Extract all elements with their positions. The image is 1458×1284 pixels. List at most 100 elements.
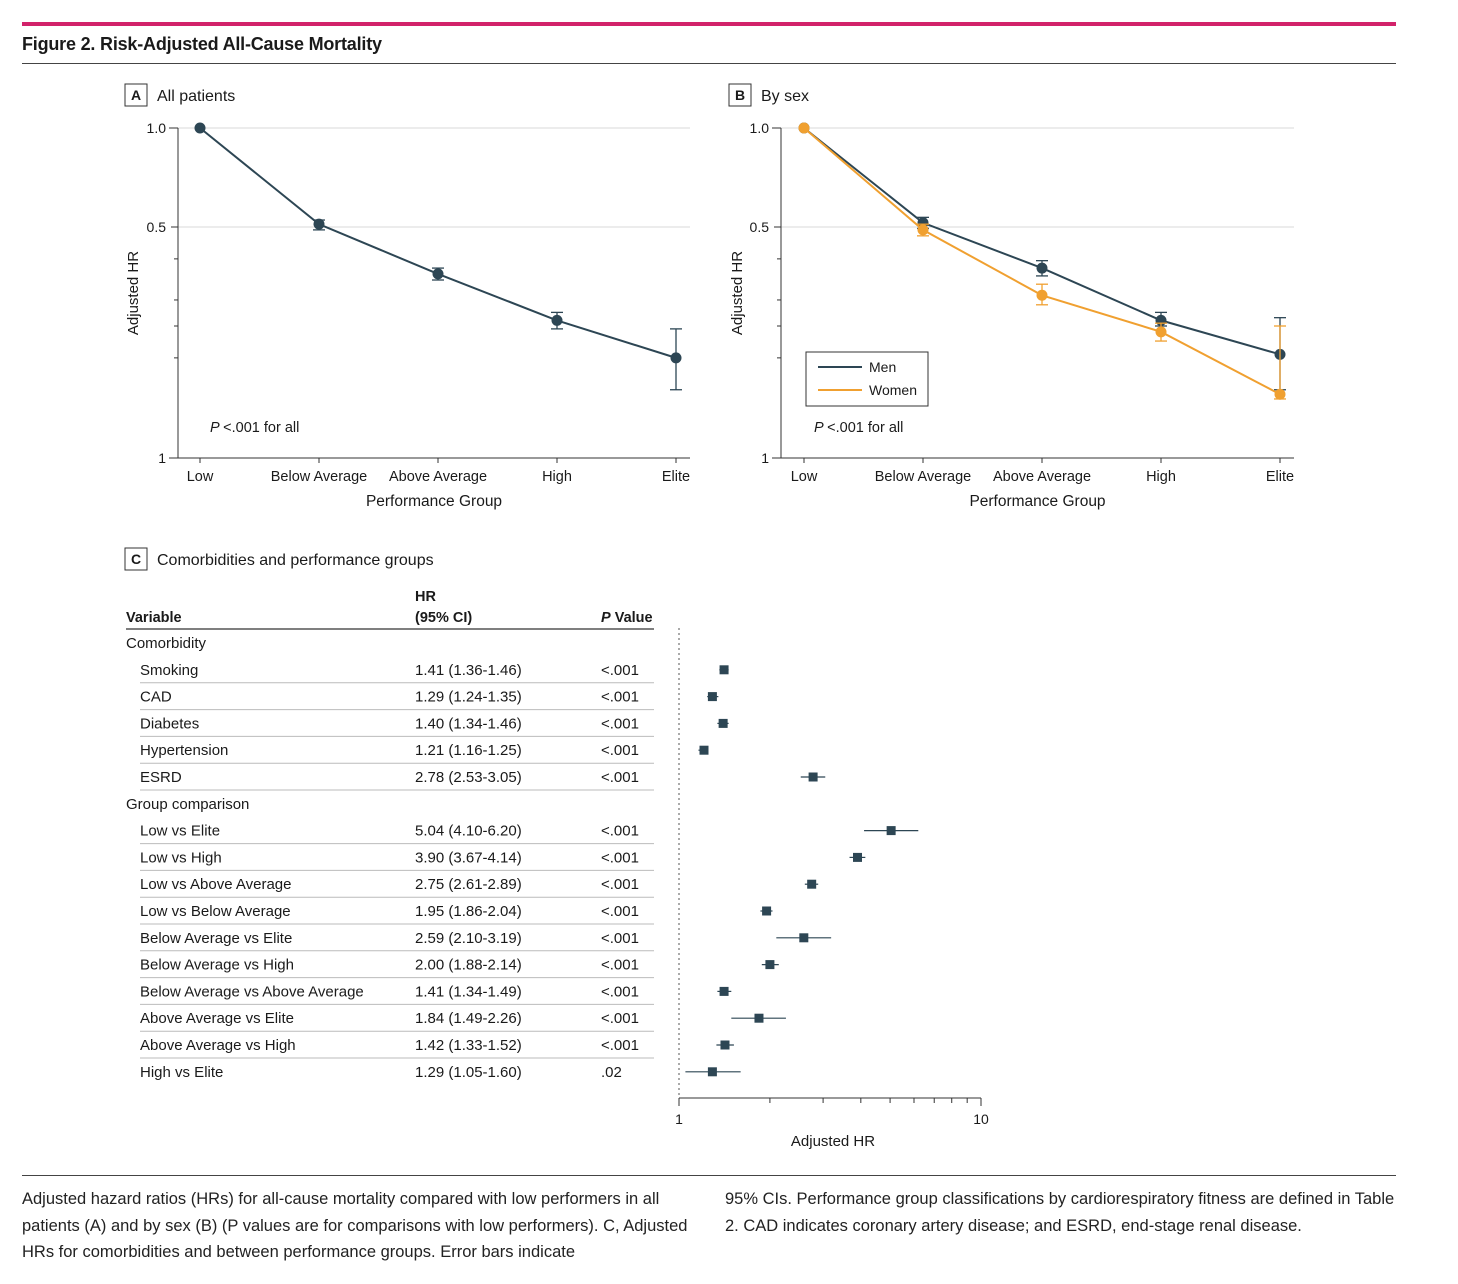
panel-c-row-p: <.001 <box>601 769 639 786</box>
panel-c-hr-marker <box>754 1013 764 1023</box>
accent-bar <box>22 22 1396 26</box>
panel-c-row-hr: 1.84 (1.49-2.26) <box>415 1010 522 1027</box>
panel-c-row-hr: 1.29 (1.05-1.60) <box>415 1064 522 1081</box>
panel-c-row-name: Low vs Above Average <box>140 876 292 893</box>
panel-c-row-p: <.001 <box>601 849 639 866</box>
panel-c-row-name: High vs Elite <box>140 1064 223 1081</box>
panel-c-row-p: <.001 <box>601 1010 639 1027</box>
panel-a-point-series <box>670 352 682 364</box>
panel-a-label-box <box>124 83 148 107</box>
panel-c-hr-marker <box>719 665 729 675</box>
panel-c-row-name: Low vs Below Average <box>140 903 291 920</box>
panel-c-row-name: Above Average vs High <box>140 1037 296 1054</box>
title-divider <box>22 63 1396 64</box>
panel-b-legend-box <box>805 351 929 407</box>
panel-c-row-hr: 2.78 (2.53-3.05) <box>415 769 522 786</box>
panel-a-x-tick-label: High <box>542 469 572 485</box>
panel-c-hr-marker <box>765 960 775 970</box>
panel-c-row-p: .02 <box>601 1064 622 1081</box>
panel-c-row-p: <.001 <box>601 742 639 759</box>
panel-c-row-p: <.001 <box>601 662 639 679</box>
panel-a-x-tick-label: Low <box>187 469 214 485</box>
panel-c-row-hr: 1.41 (1.34-1.49) <box>415 983 522 1000</box>
panel-c-hr-marker <box>799 933 809 943</box>
panel-c-hr-marker <box>762 906 772 916</box>
panel-b-point-women <box>1274 388 1286 400</box>
panel-b-title: By sex <box>761 88 809 105</box>
panel-c-row-hr: 2.00 (1.88-2.14) <box>415 957 522 974</box>
panel-b-x-tick-label: Above Average <box>993 469 1091 485</box>
panel-b-point-women <box>1155 326 1167 338</box>
panel-a-x-axis-title: Performance Group <box>366 493 502 510</box>
panel-c-x-tick-label: 10 <box>973 1111 989 1127</box>
panel-b-letter: B <box>735 87 745 103</box>
panel-c-row-p: <.001 <box>601 876 639 893</box>
panel-b-point-men <box>1036 262 1048 274</box>
panel-b-y-tick-label: 1 <box>761 450 769 466</box>
panel-c-row-hr: 2.59 (2.10-3.19) <box>415 930 522 947</box>
panel-c-hr-marker <box>886 826 896 836</box>
panel-c-forest: 1 10 Adjusted HR <box>675 628 989 1150</box>
panel-c-x-axis-title: Adjusted HR <box>791 1133 875 1150</box>
panel-a-point-series <box>551 314 563 326</box>
panel-c-hr-marker <box>808 772 818 782</box>
panel-c-row-hr: 1.95 (1.86-2.04) <box>415 903 522 920</box>
panel-c-row-name: Low vs Elite <box>140 823 220 840</box>
panel-b-point-women <box>1036 289 1048 301</box>
figure-title: Figure 2. Risk-Adjusted All-Cause Mortal… <box>22 34 382 54</box>
panel-c-hr-marker <box>807 879 817 889</box>
panel-b-point-women <box>798 122 810 134</box>
panel-b-point-women <box>917 224 929 236</box>
panel-b-x-tick-label: Elite <box>1266 469 1294 485</box>
panel-c-header-hr: HR <box>415 589 436 605</box>
panel-c-row-p: <.001 <box>601 715 639 732</box>
panel-a-point-series <box>313 218 325 230</box>
panel-c-header-variable: Variable <box>126 610 182 626</box>
panel-a-y-tick-label: 0.5 <box>147 219 167 235</box>
panel-b-x-tick-label: Low <box>791 469 818 485</box>
panel-b-x-tick-label: Below Average <box>875 469 971 485</box>
panel-c-header-pvalue: P Value <box>601 610 653 626</box>
panel-c-row-name: Below Average vs Above Average <box>140 983 364 1000</box>
panel-a-x-tick-label: Above Average <box>389 469 487 485</box>
panel-c-hr-marker <box>853 852 863 862</box>
panel-c-row-name: Above Average vs Elite <box>140 1010 294 1027</box>
panel-c-row-name: Below Average vs Elite <box>140 930 292 947</box>
panel-c-title: Comorbidities and performance groups <box>157 552 434 569</box>
panel-c-row-hr: 1.41 (1.36-1.46) <box>415 662 522 679</box>
panel-b-y-tick-label: 1.0 <box>750 120 770 136</box>
panel-c-hr-marker <box>719 986 729 996</box>
panel-c-row-name: Smoking <box>140 662 198 679</box>
panel-c-row-p: <.001 <box>601 823 639 840</box>
panel-c-row-hr: 1.21 (1.16-1.25) <box>415 742 522 759</box>
panel-b-x-axis-title: Performance Group <box>969 493 1105 510</box>
panel-c-hr-marker <box>718 718 728 728</box>
panel-c-row-name: Diabetes <box>140 715 199 732</box>
panel-c-hr-marker <box>720 1040 730 1050</box>
panel-c-row-p: <.001 <box>601 930 639 947</box>
panel-c-group-label: Group comparison <box>126 796 249 813</box>
panel-a-plot: 1.0 0.5 1 Low Below Average Above Average High… <box>125 120 690 510</box>
panel-a-point-series <box>194 122 206 134</box>
panel-b-line-men <box>803 127 1281 356</box>
panel-c-row-hr: 3.90 (3.67-4.14) <box>415 849 522 866</box>
panel-c-row-p: <.001 <box>601 1037 639 1054</box>
panel-c-row-hr: 2.75 (2.61-2.89) <box>415 876 522 893</box>
panel-c-row-hr: 1.42 (1.33-1.52) <box>415 1037 522 1054</box>
panel-c-header-ci: (95% CI) <box>415 610 472 626</box>
panel-b-legend-label: Men <box>869 359 896 375</box>
panel-b-legend-label: Women <box>869 382 917 398</box>
panel-b-label-box <box>728 83 752 107</box>
panel-b-y-axis-title: Adjusted HR <box>729 251 746 335</box>
caption-left: Adjusted hazard ratios (HRs) for all-cau… <box>22 1190 688 1261</box>
panel-c-group-label: Comorbidity <box>126 635 207 652</box>
panel-c-row-hr: 1.29 (1.24-1.35) <box>415 689 522 706</box>
panel-c-row-name: Low vs High <box>140 849 222 866</box>
panel-b-y-tick-label: 0.5 <box>750 219 770 235</box>
panel-a-x-tick-label: Below Average <box>271 469 367 485</box>
panel-a-y-tick-label: 1.0 <box>147 120 167 136</box>
panel-c-row-name: CAD <box>140 689 172 706</box>
panel-c-row-p: <.001 <box>601 689 639 706</box>
panel-c-table: HR Variable (95% CI) P Value Comorbidity Smok… <box>126 589 654 1081</box>
figure-charts: A All patients 1.0 0.5 1 Low Below Average Abov… <box>124 83 1294 1150</box>
